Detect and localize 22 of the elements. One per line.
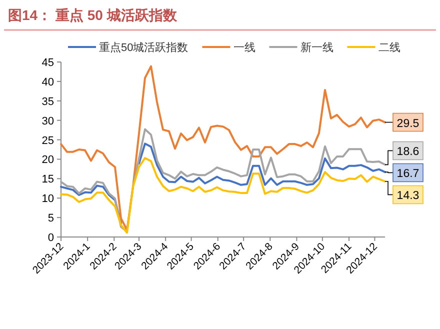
y-tick-label: 0	[48, 232, 54, 244]
y-tick-label: 35	[42, 96, 54, 108]
legend-label: 一线	[233, 41, 256, 54]
y-tick-label: 20	[42, 154, 54, 166]
y-tick-label: 30	[42, 115, 54, 128]
y-tick-label: 5	[48, 212, 54, 225]
y-tick-label: 15	[42, 174, 54, 186]
line-series	[60, 157, 386, 234]
data-label: 16.7	[396, 168, 420, 180]
data-label: 29.5	[396, 118, 420, 130]
y-tick-label: 10	[42, 193, 54, 206]
legend-label: 重点50城活跃指数	[99, 41, 188, 54]
legend-label: 二线	[378, 41, 400, 54]
y-tick-label: 40	[42, 76, 54, 88]
legend-label: 新一线	[300, 41, 334, 54]
line-series	[60, 128, 386, 233]
data-label: 14.3	[396, 190, 420, 202]
y-tick-label: 25	[42, 134, 54, 147]
y-tick-label: 45	[42, 57, 54, 69]
data-label: 18.6	[396, 146, 420, 158]
line-series	[60, 65, 386, 231]
chart-title: 图14： 重点 50 城活跃指数	[8, 7, 178, 23]
